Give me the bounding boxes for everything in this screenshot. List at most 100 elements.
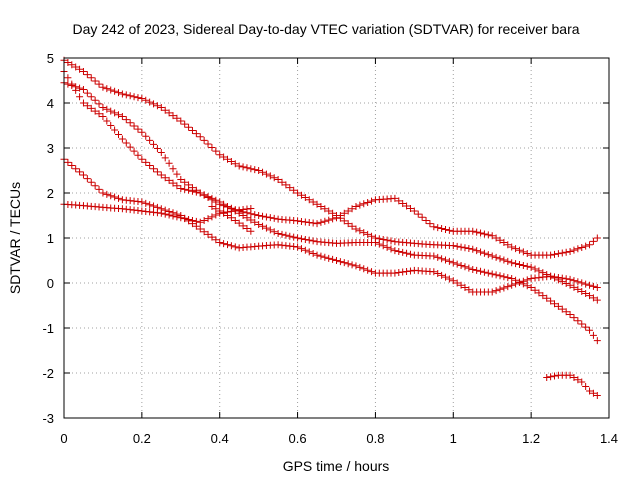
data-point <box>235 162 243 170</box>
data-point <box>227 214 235 222</box>
data-point <box>177 176 185 183</box>
data-point <box>496 255 504 263</box>
data-point <box>64 74 72 82</box>
data-point <box>364 198 372 206</box>
data-point <box>212 196 220 204</box>
data-point <box>169 212 177 220</box>
data-point <box>173 182 181 190</box>
data-point <box>368 268 376 276</box>
data-point <box>220 153 228 161</box>
data-point <box>480 268 488 276</box>
data-point <box>508 243 516 251</box>
data-point <box>504 257 512 265</box>
data-point <box>99 104 107 111</box>
data-point <box>578 378 586 386</box>
data-point <box>465 264 473 272</box>
data-point <box>83 71 91 79</box>
data-point <box>348 222 356 230</box>
data-point <box>68 61 76 69</box>
data-point <box>111 126 119 134</box>
data-point <box>574 317 582 325</box>
data-point <box>562 308 570 316</box>
data-point <box>395 197 403 205</box>
data-point <box>438 225 446 233</box>
data-point <box>325 254 333 262</box>
data-point <box>208 213 216 221</box>
x-tick-label: 1 <box>450 431 457 446</box>
data-point <box>95 100 103 108</box>
chart-title: Day 242 of 2023, Sidereal Day-to-day VTE… <box>72 21 579 37</box>
data-point <box>138 128 146 136</box>
data-point <box>200 228 208 236</box>
data-point <box>91 96 99 104</box>
data-point <box>551 273 558 281</box>
data-point <box>426 220 434 228</box>
data-point <box>488 288 496 296</box>
data-point <box>484 251 492 259</box>
data-point <box>364 230 372 238</box>
data-point <box>488 232 496 240</box>
data-point <box>461 263 469 271</box>
data-point <box>262 224 270 232</box>
data-point <box>531 265 539 273</box>
data-point <box>107 107 115 115</box>
data-point <box>434 253 442 261</box>
data-point <box>72 86 80 94</box>
data-point <box>551 250 558 258</box>
data-point <box>282 181 290 189</box>
data-point <box>161 174 169 182</box>
data-point <box>115 131 122 138</box>
y-tick-labels: -3 -2 -1 0 1 2 3 4 5 <box>42 51 54 426</box>
data-point <box>586 241 594 249</box>
data-point <box>216 207 224 215</box>
data-point <box>589 237 597 245</box>
data-point <box>297 191 305 199</box>
grid <box>64 58 609 418</box>
data-point <box>270 174 278 182</box>
data-point <box>488 252 496 260</box>
data-point <box>395 269 403 277</box>
data-point <box>227 158 235 165</box>
data-point <box>146 162 154 170</box>
data-point <box>301 235 309 243</box>
data-point <box>76 93 84 101</box>
data-point <box>72 165 80 173</box>
data-point <box>403 267 411 275</box>
data-point <box>297 245 305 253</box>
data-point <box>208 194 216 202</box>
data-point <box>103 85 111 93</box>
data-point <box>270 214 278 222</box>
data-point <box>519 277 527 285</box>
data-point <box>294 243 302 251</box>
data-point <box>410 207 418 215</box>
data-point <box>352 203 360 210</box>
data-point <box>142 96 150 104</box>
data-point <box>340 259 348 267</box>
data-point <box>551 372 558 380</box>
data-point <box>262 213 270 221</box>
data-point <box>251 211 259 219</box>
data-point <box>76 65 84 73</box>
data-point <box>274 230 282 237</box>
data-point <box>153 102 161 110</box>
data-point <box>543 374 551 381</box>
data-point <box>531 286 539 294</box>
data-point <box>348 261 356 269</box>
data-point <box>329 255 337 263</box>
data-point <box>216 198 224 206</box>
data-point <box>99 113 107 120</box>
data-point <box>247 227 255 235</box>
data-point <box>336 258 344 266</box>
data-point <box>504 283 512 291</box>
data-point <box>508 275 516 282</box>
data-point <box>99 189 107 197</box>
data-point <box>547 297 555 305</box>
data-point <box>344 260 352 268</box>
data-point <box>64 158 72 166</box>
data-point <box>492 287 500 295</box>
data-point <box>589 282 597 290</box>
data-point <box>519 248 527 256</box>
data-point <box>570 277 578 285</box>
data-point <box>383 236 391 244</box>
data-point <box>586 326 594 334</box>
